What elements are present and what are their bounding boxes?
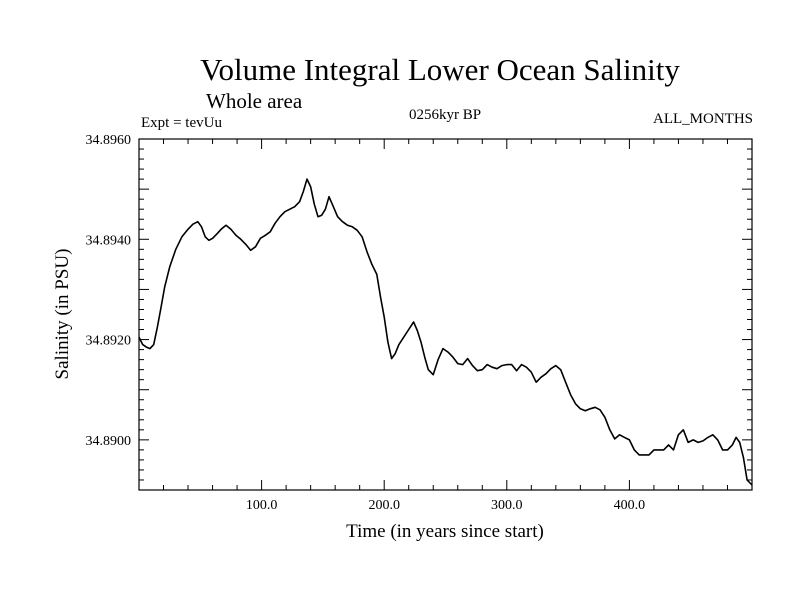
months-label: ALL_MONTHS bbox=[653, 111, 753, 127]
x-tick-label: 300.0 bbox=[491, 498, 523, 513]
salinity-series-line bbox=[138, 178, 753, 486]
axis-tick-labels: 100.0 200.0 300.0 400.0 34.8900 34.8920 34.894… bbox=[86, 133, 646, 513]
experiment-label: Expt = tevUu bbox=[141, 115, 222, 131]
chart-title: Volume Integral Lower Ocean Salinity bbox=[200, 52, 680, 87]
plot-frame bbox=[138, 138, 753, 491]
y-tick-label: 34.8900 bbox=[86, 434, 132, 449]
y-tick-label: 34.8940 bbox=[86, 233, 132, 248]
x-tick-label: 100.0 bbox=[246, 498, 278, 513]
x-tick-label: 200.0 bbox=[368, 498, 400, 513]
y-axis-label: Salinity (in PSU) bbox=[52, 249, 73, 380]
x-tick-label: 400.0 bbox=[614, 498, 646, 513]
y-tick-label: 34.8920 bbox=[86, 334, 132, 349]
y-tick-label: 34.8960 bbox=[86, 133, 132, 148]
period-label: 0256kyr BP bbox=[408, 107, 482, 123]
chart-subtitle: Whole area bbox=[206, 89, 303, 113]
x-axis-label: Time (in years since start) bbox=[346, 521, 544, 542]
axis-ticks bbox=[139, 139, 752, 490]
